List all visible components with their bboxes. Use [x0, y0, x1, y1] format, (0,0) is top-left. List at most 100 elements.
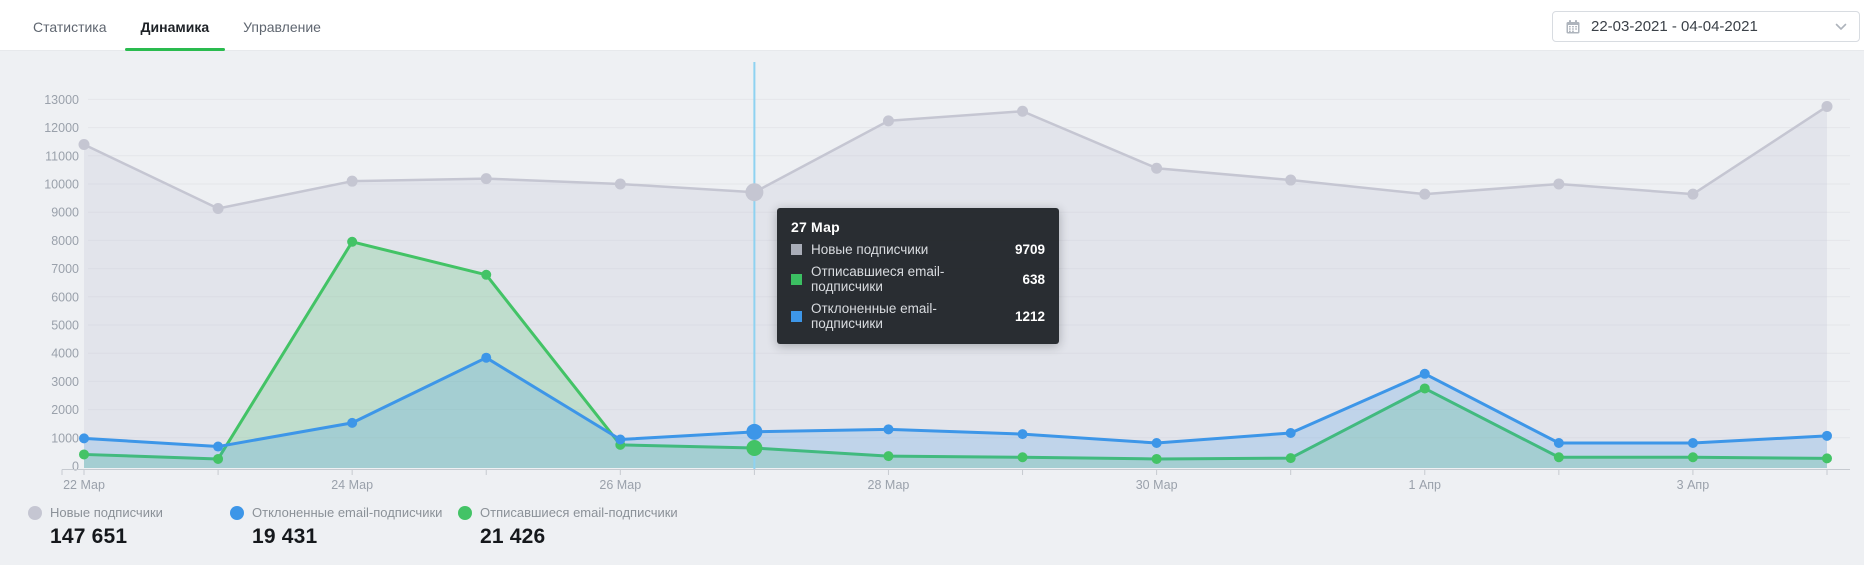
data-point-dot[interactable]	[1687, 438, 1698, 449]
chart-tooltip: 27 Мар Новые подписчики 9709 Отписавшиес…	[777, 208, 1059, 344]
series-line	[82, 240, 1829, 461]
data-point-dot[interactable]	[481, 352, 492, 363]
tab-management[interactable]: Управление	[243, 19, 321, 35]
data-point-dot[interactable]	[1017, 105, 1029, 117]
rejected-email-swatch-icon	[791, 310, 802, 322]
y-axis-tick-label: 8000	[51, 234, 79, 248]
data-point-dot[interactable]	[346, 175, 358, 187]
date-range-picker[interactable]: 22-03-2021 - 04-04-2021	[1552, 11, 1860, 42]
data-point-dot[interactable]	[1419, 368, 1430, 379]
legend-dot-blue	[230, 505, 244, 520]
tooltip-row: Отклоненные email-подписчики 1212	[791, 301, 1045, 331]
data-point-dot[interactable]	[1687, 188, 1699, 200]
new-subscribers-swatch-icon	[791, 244, 802, 255]
legend-label: Отписавшиеся email-подписчики	[480, 505, 678, 520]
tooltip-row-label: Новые подписчики	[811, 242, 929, 257]
x-axis-tick-label: 30 Мар	[1136, 478, 1178, 492]
tooltip-row-value: 9709	[1014, 242, 1045, 257]
y-axis-tick-label: 1000	[51, 431, 79, 445]
data-point-dot[interactable]	[1822, 453, 1832, 464]
data-point-dot[interactable]	[1285, 453, 1296, 464]
x-axis-tick-label: 1 Апр	[1409, 478, 1442, 492]
data-point-dot[interactable]	[614, 178, 626, 190]
data-point-dot[interactable]	[1151, 162, 1163, 174]
tooltip-row-value: 1212	[1014, 308, 1045, 324]
legend-total: 147 651	[50, 525, 128, 548]
data-point-dot[interactable]	[883, 451, 894, 462]
date-range-value: 22-03-2021 - 04-04-2021	[1591, 18, 1758, 35]
series-area	[84, 357, 1827, 468]
data-point-dot[interactable]	[883, 424, 894, 435]
data-point-dot[interactable]	[79, 449, 89, 460]
data-point-dot[interactable]	[481, 269, 492, 280]
tooltip-date: 27 Мар	[791, 219, 840, 235]
legend-item-unsubscribed-email[interactable]: Отписавшиеся email-подписчики 21 426	[458, 505, 678, 549]
calendar-icon	[1565, 19, 1581, 35]
unsubscribed-email-swatch-icon	[791, 273, 802, 285]
x-axis-tick-label: 24 Мар	[331, 478, 373, 492]
legend-dot-green	[458, 505, 472, 520]
tooltip-row: Отписавшиеся email-подписчики 638	[791, 264, 1045, 294]
data-point-dot[interactable]	[746, 423, 763, 440]
series-line	[82, 356, 1829, 449]
y-axis-tick-label: 13000	[44, 93, 79, 107]
legend-total: 19 431	[252, 525, 318, 548]
data-point-dot[interactable]	[882, 115, 894, 127]
x-axis-tick-label: 26 Мар	[599, 478, 641, 492]
legend-item-rejected-email[interactable]: Отклоненные email-подписчики 19 431	[230, 505, 442, 549]
data-point-dot[interactable]	[480, 173, 492, 185]
data-point-dot[interactable]	[1285, 174, 1297, 186]
data-point-dot[interactable]	[79, 433, 89, 444]
y-axis-tick-label: 10000	[44, 178, 79, 192]
data-point-dot[interactable]	[615, 434, 626, 445]
series-area	[84, 241, 1827, 468]
x-axis-tick-label: 3 Апр	[1677, 478, 1710, 492]
data-point-dot[interactable]	[212, 203, 224, 215]
y-axis-tick-label: 0	[72, 460, 79, 474]
y-axis-tick-label: 9000	[51, 206, 79, 220]
x-axis-tick-label: 28 Мар	[868, 478, 910, 492]
legend-dot-gray	[28, 505, 42, 520]
data-point-dot[interactable]	[1419, 188, 1431, 200]
data-point-dot[interactable]	[1822, 430, 1832, 441]
data-point-dot[interactable]	[1821, 100, 1833, 112]
data-point-dot[interactable]	[1151, 453, 1162, 464]
y-axis-tick-label: 5000	[51, 319, 79, 333]
tooltip-row: Новые подписчики 9709	[791, 242, 1045, 257]
data-point-dot[interactable]	[1553, 178, 1565, 190]
y-axis-tick-label: 11000	[45, 149, 79, 163]
data-point-dot[interactable]	[746, 440, 763, 457]
x-axis-tick-label: 22 Мар	[63, 478, 105, 492]
legend-label: Отклоненные email-подписчики	[252, 505, 443, 520]
y-axis-tick-label: 3000	[51, 375, 79, 389]
data-point-dot[interactable]	[1285, 428, 1296, 439]
legend-total: 21 426	[480, 525, 546, 548]
data-point-dot[interactable]	[1017, 452, 1028, 463]
data-point-dot[interactable]	[1553, 438, 1564, 449]
y-axis-tick-label: 6000	[51, 290, 79, 304]
y-axis-tick-label: 7000	[51, 262, 79, 276]
tab-statistics[interactable]: Статистика	[33, 19, 107, 35]
legend-item-new-subscribers[interactable]: Новые подписчики 147 651	[28, 505, 163, 549]
y-axis-tick-label: 12000	[44, 121, 79, 135]
data-point-dot[interactable]	[1419, 383, 1430, 394]
data-point-dot[interactable]	[213, 441, 224, 452]
data-point-dot[interactable]	[213, 453, 224, 464]
data-point-dot[interactable]	[745, 183, 764, 202]
tooltip-row-value: 638	[1022, 271, 1045, 287]
data-point-dot[interactable]	[1017, 429, 1028, 440]
tab-dynamics[interactable]: Динамика	[124, 19, 227, 51]
y-axis-tick-label: 4000	[51, 347, 79, 361]
data-point-dot[interactable]	[78, 139, 90, 151]
y-axis-tick-label: 2000	[51, 403, 79, 417]
tooltip-row-label: Отписавшиеся email-подписчики	[811, 264, 945, 294]
data-point-dot[interactable]	[347, 417, 358, 428]
data-point-dot[interactable]	[1687, 452, 1698, 463]
data-point-dot[interactable]	[347, 236, 358, 247]
data-point-dot[interactable]	[1151, 438, 1162, 449]
tooltip-row-label: Отклоненные email-подписчики	[811, 301, 937, 331]
data-point-dot[interactable]	[1553, 452, 1564, 463]
series-line	[82, 105, 1829, 210]
legend-label: Новые подписчики	[50, 505, 163, 520]
